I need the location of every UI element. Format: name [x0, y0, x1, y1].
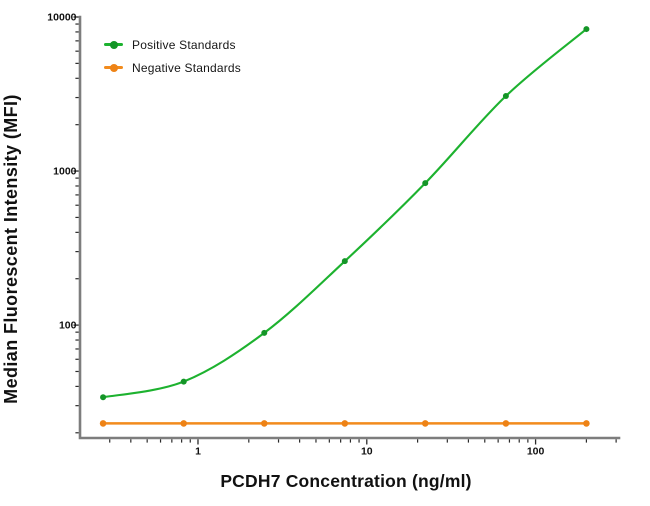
- positive-series-marker-icon: [104, 40, 123, 49]
- negative-series-dot-icon: [109, 63, 118, 72]
- negative-data-point: [502, 420, 510, 427]
- y-tick-label: 100: [59, 320, 77, 332]
- negative-series-marker-icon: [104, 63, 123, 72]
- legend-label-negative: Negative Standards: [132, 60, 241, 75]
- negative-data-point: [260, 420, 268, 427]
- negative-data-point: [421, 420, 429, 427]
- legend: Positive Standards Negative Standards: [104, 37, 241, 75]
- y-tick-label: 1000: [53, 166, 77, 178]
- legend-item-negative: Negative Standards: [104, 60, 241, 75]
- positive-data-point: [261, 329, 268, 336]
- x-tick-label: 1: [195, 446, 201, 458]
- x-axis-title: PCDH7 Concentration (ng/ml): [220, 471, 472, 491]
- x-tick-label: 100: [527, 446, 545, 458]
- axes-lines: [78, 15, 621, 440]
- negative-data-point: [180, 420, 188, 427]
- positive-data-point: [502, 93, 509, 100]
- y-tick-label: 10000: [47, 12, 76, 24]
- positive-data-point: [422, 180, 429, 187]
- legend-label-positive: Positive Standards: [132, 37, 236, 52]
- positive-series-curve: [102, 28, 588, 399]
- y-axis-title: Median Fluorescent Intensity (MFI): [1, 94, 21, 404]
- positive-data-point: [583, 26, 590, 33]
- positive-data-point: [100, 394, 107, 401]
- negative-data-point: [341, 420, 349, 427]
- positive-data-point: [180, 378, 187, 385]
- x-tick-label: 10: [361, 446, 373, 458]
- legend-item-positive: Positive Standards: [104, 37, 241, 52]
- positive-data-point: [341, 258, 348, 265]
- negative-data-point: [99, 420, 107, 427]
- negative-data-point: [583, 420, 590, 427]
- positive-series-dot-icon: [109, 40, 118, 49]
